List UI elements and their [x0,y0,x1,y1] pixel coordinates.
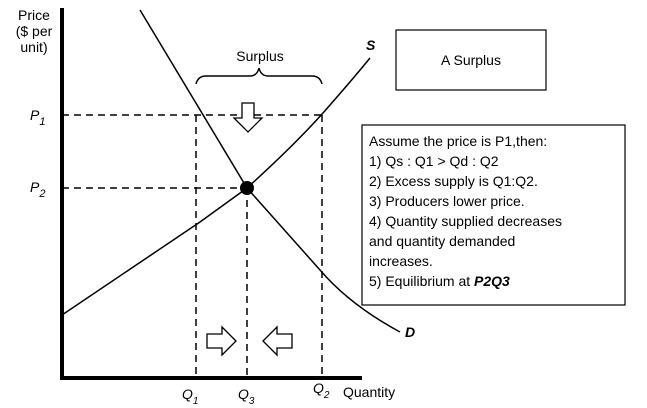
explanation-line: and quantity demanded [369,233,515,249]
explanation-emphasis: P2Q3 [474,273,510,289]
explanation-line: 1) Qs : Q1 > Qd : Q2 [369,153,499,169]
explanation-line: 3) Producers lower price. [369,193,525,209]
supply-label: S [366,37,376,53]
brace-label: Surplus [236,48,283,64]
demand-curve [139,9,401,333]
surplus-brace [195,67,323,85]
quantity-label: Q2 [313,380,330,401]
explanation-line: 4) Quantity supplied decreases [369,213,562,229]
explanation: Assume the price is P1,then: 1) Qs : Q1 >… [369,133,562,289]
title-text: A Surplus [441,52,501,68]
price-label: P2 [30,179,45,200]
price-label: P1 [30,107,45,128]
left-arrow [262,325,293,357]
quantity-label: Q3 [238,386,255,407]
y-axis-label: unit) [20,39,47,55]
explanation-line: 5) Equilibrium at P2Q3 [369,273,510,289]
x-axis-label: Quantity [343,384,395,400]
quantity-label: Q1 [182,386,198,407]
explanation-line: increases. [369,253,433,269]
right-arrow [206,325,237,357]
explanation-text: 5) Equilibrium at [369,273,474,289]
down-arrow [232,102,264,133]
y-axis-label: Price [18,7,50,23]
supply-curve [61,57,371,316]
demand-label: D [405,324,415,340]
explanation-line: Assume the price is P1,then: [369,133,547,149]
y-axis-label: ($ per [16,23,53,39]
title-box [395,29,547,91]
explanation-box [361,124,626,306]
explanation-line: 2) Excess supply is Q1:Q2. [369,173,538,189]
equilibrium-point [240,181,254,195]
